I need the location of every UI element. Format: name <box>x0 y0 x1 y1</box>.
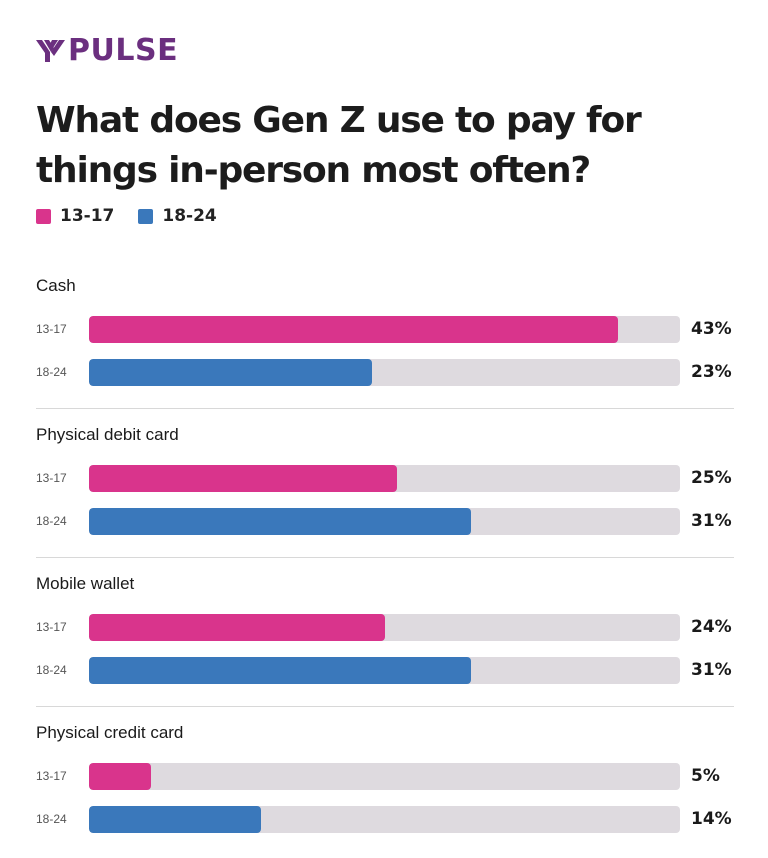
legend-label-13-17: 13-17 <box>60 206 115 226</box>
row-label-13-17: 13-17 <box>36 471 67 485</box>
row-label-13-17: 13-17 <box>36 769 67 783</box>
data-label-physical-credit-card-13-17: 5% <box>691 766 720 786</box>
bar-physical-credit-card-13-17 <box>89 763 151 790</box>
data-label-physical-credit-card-18-24: 14% <box>691 809 732 829</box>
bar-mobile-wallet-13-17 <box>89 614 385 641</box>
data-label-mobile-wallet-18-24: 31% <box>691 660 732 680</box>
data-label-physical-debit-card-18-24: 31% <box>691 511 732 531</box>
bar-cash-18-24 <box>89 359 372 386</box>
brand-logo: PULSE <box>36 34 178 68</box>
bar-track <box>89 465 680 492</box>
chart-title: What does Gen Z use to pay for things in… <box>36 100 642 191</box>
bar-track <box>89 359 680 386</box>
data-label-physical-debit-card-13-17: 25% <box>691 468 732 488</box>
row-label-18-24: 18-24 <box>36 365 67 379</box>
bar-physical-credit-card-18-24 <box>89 806 261 833</box>
row-label-13-17: 13-17 <box>36 322 67 336</box>
bar-track <box>89 316 680 343</box>
category-label-physical-debit-card: Physical debit card <box>36 425 179 444</box>
group-divider <box>36 557 734 558</box>
category-label-physical-credit-card: Physical credit card <box>36 723 184 742</box>
bar-track <box>89 763 680 790</box>
legend-swatch-13-17 <box>36 208 51 224</box>
bar-track <box>89 657 680 684</box>
bar-mobile-wallet-18-24 <box>89 657 471 684</box>
logo-text: PULSE <box>68 33 179 68</box>
category-label-cash: Cash <box>36 276 76 295</box>
bar-physical-debit-card-18-24 <box>89 508 471 535</box>
bar-track <box>89 508 680 535</box>
ypulse-logo-icon <box>36 40 65 62</box>
bar-track <box>89 614 680 641</box>
legend-label-18-24: 18-24 <box>162 206 217 226</box>
legend-item-13-17: 13-17 <box>36 206 114 226</box>
category-label-mobile-wallet: Mobile wallet <box>36 574 135 593</box>
legend-item-18-24: 18-24 <box>138 206 217 226</box>
legend-swatch-18-24 <box>138 208 154 224</box>
row-label-18-24: 18-24 <box>36 514 67 528</box>
bar-physical-debit-card-13-17 <box>89 465 397 492</box>
data-label-cash-13-17: 43% <box>691 319 732 339</box>
group-divider <box>36 408 734 409</box>
bar-cash-13-17 <box>89 316 618 343</box>
legend: 13-17 18-24 <box>36 206 241 226</box>
row-label-18-24: 18-24 <box>36 663 67 677</box>
row-label-13-17: 13-17 <box>36 620 67 634</box>
data-label-cash-18-24: 23% <box>691 362 732 382</box>
group-divider <box>36 706 734 707</box>
data-label-mobile-wallet-13-17: 24% <box>691 617 732 637</box>
row-label-18-24: 18-24 <box>36 812 67 826</box>
bar-track <box>89 806 680 833</box>
